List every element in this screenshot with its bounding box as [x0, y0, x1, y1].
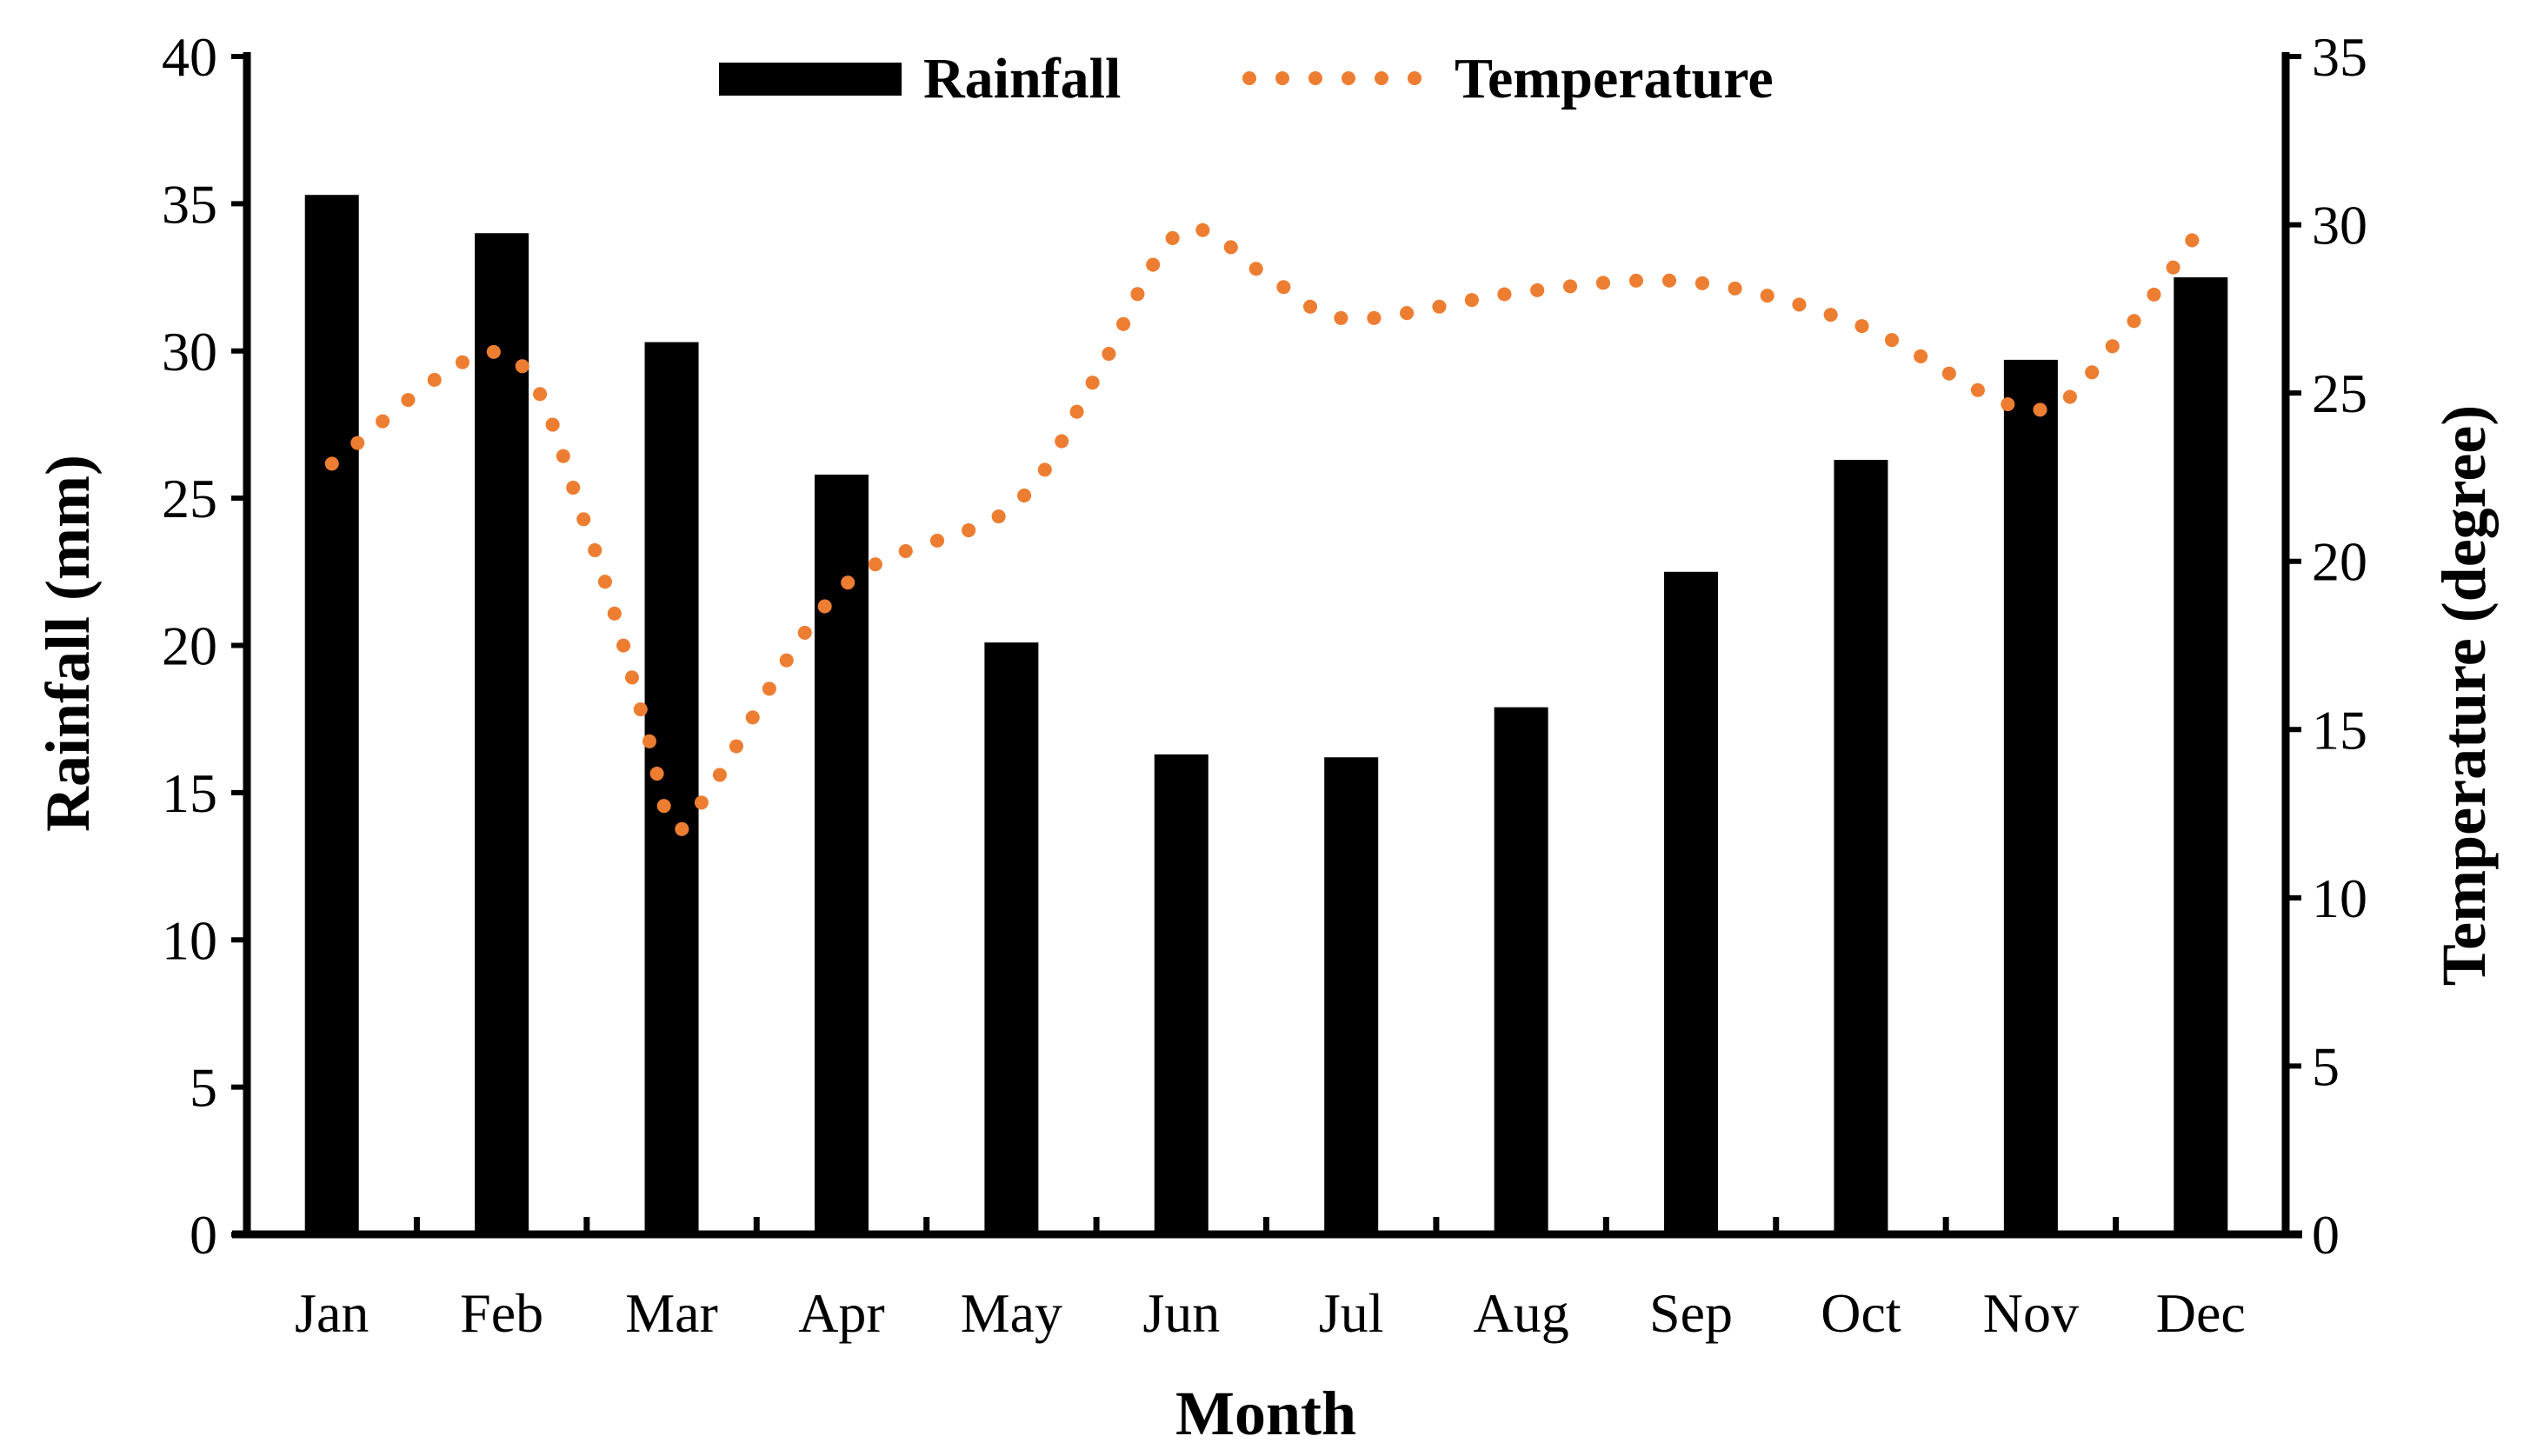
legend-dot: [1308, 71, 1322, 85]
rainfall-bars: [304, 195, 2228, 1235]
left-tick-label: 10: [162, 909, 217, 971]
left-tick-label: 15: [162, 762, 217, 824]
x-tick-label-sep: Sep: [1649, 1282, 1733, 1344]
x-tick-label-jun: Jun: [1142, 1282, 1220, 1344]
left-axis-title: Rainfall (mm): [33, 455, 103, 832]
rainfall-bar-nov: [2003, 359, 2058, 1235]
left-tick-label: 0: [190, 1204, 217, 1266]
x-axis-labels: Jan Feb Mar Apr May Jun Jul Aug Sep Oct Nov Dec: [295, 1282, 2246, 1344]
x-tick-label-mar: Mar: [625, 1282, 718, 1344]
rainfall-bar-jul: [1324, 757, 1379, 1234]
right-tick-label: 0: [2312, 1204, 2340, 1266]
legend-dot: [1375, 71, 1388, 85]
temperature-line: [324, 221, 2208, 838]
left-tick-label: 30: [162, 321, 217, 382]
rainfall-bar-may: [984, 642, 1039, 1234]
rainfall-bar-mar: [644, 342, 699, 1234]
x-tick-label-nov: Nov: [1983, 1282, 2079, 1344]
x-tick-label-aug: Aug: [1474, 1282, 1569, 1344]
right-tick-label: 25: [2312, 362, 2367, 424]
legend-dot: [1408, 71, 1421, 85]
x-tick-label-jan: Jan: [295, 1282, 369, 1344]
x-tick-label-may: May: [961, 1282, 1062, 1344]
rainfall-bar-aug: [1494, 707, 1548, 1234]
left-tick-label: 40: [162, 26, 217, 88]
legend-temperature-swatch: [1242, 71, 1421, 85]
right-tick-label: 30: [2312, 195, 2367, 256]
x-tick-label-feb: Feb: [460, 1282, 543, 1344]
left-tick-label: 20: [162, 615, 217, 677]
legend-rainfall-swatch: [719, 63, 902, 96]
x-axis-title: Month: [1175, 1379, 1356, 1448]
legend: Rainfall Temperature: [719, 47, 1774, 110]
legend-dot: [1342, 71, 1355, 85]
rainfall-bar-oct: [1834, 460, 1888, 1234]
legend-dot: [1242, 71, 1256, 85]
temperature-series-line: [324, 221, 2208, 838]
x-tick-label-apr: Apr: [798, 1282, 885, 1344]
legend-dot: [1275, 71, 1289, 85]
right-tick-label: 10: [2312, 868, 2367, 929]
rainfall-bar-dec: [2174, 277, 2228, 1234]
legend-temperature-label: Temperature: [1455, 47, 1774, 110]
right-axis-title: Temperature (degree): [2429, 405, 2499, 986]
legend-rainfall-label: Rainfall: [923, 47, 1121, 110]
rainfall-bar-feb: [475, 233, 529, 1234]
left-tick-label: 35: [162, 173, 217, 235]
left-axis-ticks: 0 5 10 15 20 25 30 35 40: [162, 26, 247, 1266]
rainfall-bar-jun: [1154, 754, 1208, 1234]
right-axis-ticks: 0 5 10 15 20 25 30 35: [2286, 26, 2367, 1266]
x-tick-label-jul: Jul: [1319, 1282, 1384, 1344]
x-tick-label-oct: Oct: [1821, 1282, 1901, 1344]
right-tick-label: 20: [2312, 531, 2367, 593]
axes: [232, 52, 2302, 1239]
x-tick-label-dec: Dec: [2156, 1282, 2246, 1344]
rainfall-bar-jan: [304, 195, 359, 1234]
left-tick-label: 25: [162, 468, 217, 529]
left-tick-label: 5: [190, 1057, 217, 1119]
rainfall-bar-sep: [1664, 571, 1719, 1234]
right-tick-label: 5: [2312, 1035, 2340, 1097]
right-tick-label: 35: [2312, 26, 2367, 88]
rainfall-bar-apr: [814, 475, 869, 1234]
right-tick-label: 15: [2312, 699, 2367, 761]
